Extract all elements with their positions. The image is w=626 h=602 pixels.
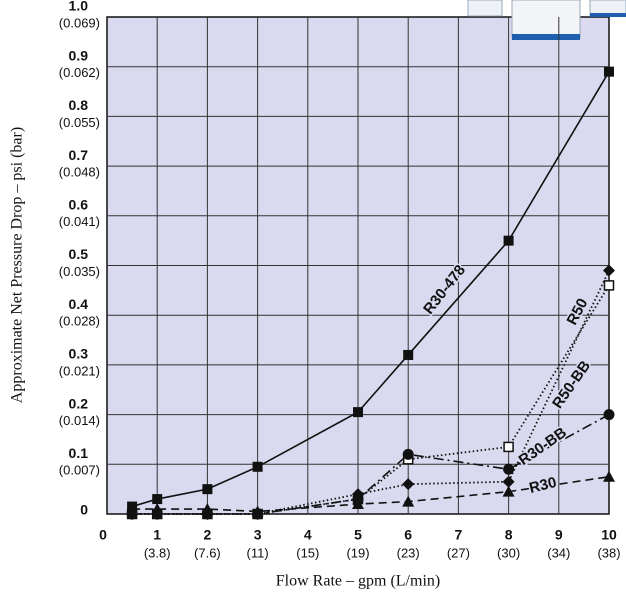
y-tick-label: 0.8 bbox=[69, 97, 89, 113]
marker bbox=[151, 503, 164, 515]
y-tick-secondary-label: (0.069) bbox=[59, 15, 100, 30]
marker bbox=[353, 407, 363, 418]
marker bbox=[201, 503, 214, 515]
marker bbox=[251, 505, 264, 517]
y-tick-label: 0.7 bbox=[69, 147, 89, 163]
y-tick-secondary-label: (0.028) bbox=[59, 314, 100, 329]
x-tick-secondary-label: (27) bbox=[447, 545, 470, 560]
marker bbox=[152, 494, 163, 505]
x-tick-label: 5 bbox=[354, 527, 362, 543]
marker bbox=[604, 66, 614, 77]
filter-image bbox=[467, 0, 503, 17]
y-tick-secondary-label: (0.021) bbox=[59, 363, 100, 378]
y-tick-secondary-label: (0.014) bbox=[59, 413, 100, 428]
marker bbox=[503, 235, 514, 246]
y-tick-label: 0.9 bbox=[69, 47, 89, 63]
x-tick-secondary-label: (3.8) bbox=[144, 545, 171, 560]
x-tick-label: 4 bbox=[304, 527, 312, 543]
y-axis-label: Approximate Net Pressure Drop – psi (bar… bbox=[9, 127, 26, 403]
marker bbox=[603, 264, 615, 277]
marker bbox=[402, 495, 415, 507]
y-tick-label: 0.6 bbox=[69, 197, 89, 213]
y-tick-secondary-label: (0.062) bbox=[59, 65, 100, 80]
y-tick-label: 0.2 bbox=[69, 395, 89, 411]
x-tick-secondary-label: (11) bbox=[247, 545, 269, 560]
y-tick-label: 0 bbox=[80, 502, 88, 518]
marker bbox=[503, 441, 514, 453]
x-tick-label: 1 bbox=[153, 527, 161, 543]
y-tick-label: 0.5 bbox=[69, 246, 89, 262]
y-tick-label: 1.0 bbox=[69, 0, 89, 14]
marker bbox=[252, 461, 263, 472]
y-tick-secondary-label: (0.041) bbox=[59, 214, 100, 229]
x-tick-label: 2 bbox=[204, 527, 212, 543]
marker bbox=[352, 498, 364, 510]
y-tick-secondary-label: (0.048) bbox=[59, 165, 100, 180]
marker bbox=[202, 484, 213, 495]
filter-images bbox=[467, 0, 626, 40]
marker bbox=[402, 448, 414, 460]
marker bbox=[503, 463, 515, 475]
filter-image bbox=[590, 13, 626, 17]
marker bbox=[502, 485, 515, 497]
x-tick-label: 0 bbox=[99, 527, 107, 543]
x-tick-secondary-label: (7.6) bbox=[194, 545, 221, 560]
x-tick-label: 6 bbox=[404, 527, 412, 543]
series-line bbox=[132, 475, 610, 513]
x-axis-label: Flow Rate – gpm (L/min) bbox=[276, 573, 440, 590]
x-tick-secondary-label: (38) bbox=[597, 545, 620, 560]
x-tick-secondary-label: (19) bbox=[346, 545, 369, 560]
marker bbox=[603, 409, 615, 421]
x-tick-secondary-label: (15) bbox=[296, 545, 319, 560]
x-tick-label: 7 bbox=[455, 527, 463, 543]
x-tick-secondary-label: (30) bbox=[497, 545, 520, 560]
marker bbox=[402, 478, 415, 491]
series-line bbox=[132, 284, 610, 515]
y-tick-label: 0.3 bbox=[69, 346, 89, 362]
y-tick-secondary-label: (0.007) bbox=[59, 463, 100, 478]
x-tick-label: 8 bbox=[505, 527, 513, 543]
marker bbox=[502, 475, 515, 488]
filter-image bbox=[511, 0, 581, 39]
marker bbox=[403, 349, 414, 360]
x-tick-label: 3 bbox=[254, 527, 262, 543]
marker bbox=[603, 280, 615, 291]
marker bbox=[603, 470, 615, 482]
x-tick-label: 10 bbox=[601, 527, 617, 543]
marker bbox=[126, 503, 139, 515]
y-tick-label: 0.1 bbox=[69, 445, 89, 461]
x-tick-label: 9 bbox=[555, 527, 563, 543]
x-tick-secondary-label: (34) bbox=[547, 545, 570, 560]
filter-image bbox=[512, 34, 580, 40]
y-tick-label: 0.4 bbox=[69, 296, 89, 312]
y-tick-secondary-label: (0.035) bbox=[59, 264, 100, 279]
series-line bbox=[131, 71, 610, 508]
y-tick-secondary-label: (0.055) bbox=[59, 115, 100, 130]
x-tick-secondary-label: (23) bbox=[397, 545, 420, 560]
